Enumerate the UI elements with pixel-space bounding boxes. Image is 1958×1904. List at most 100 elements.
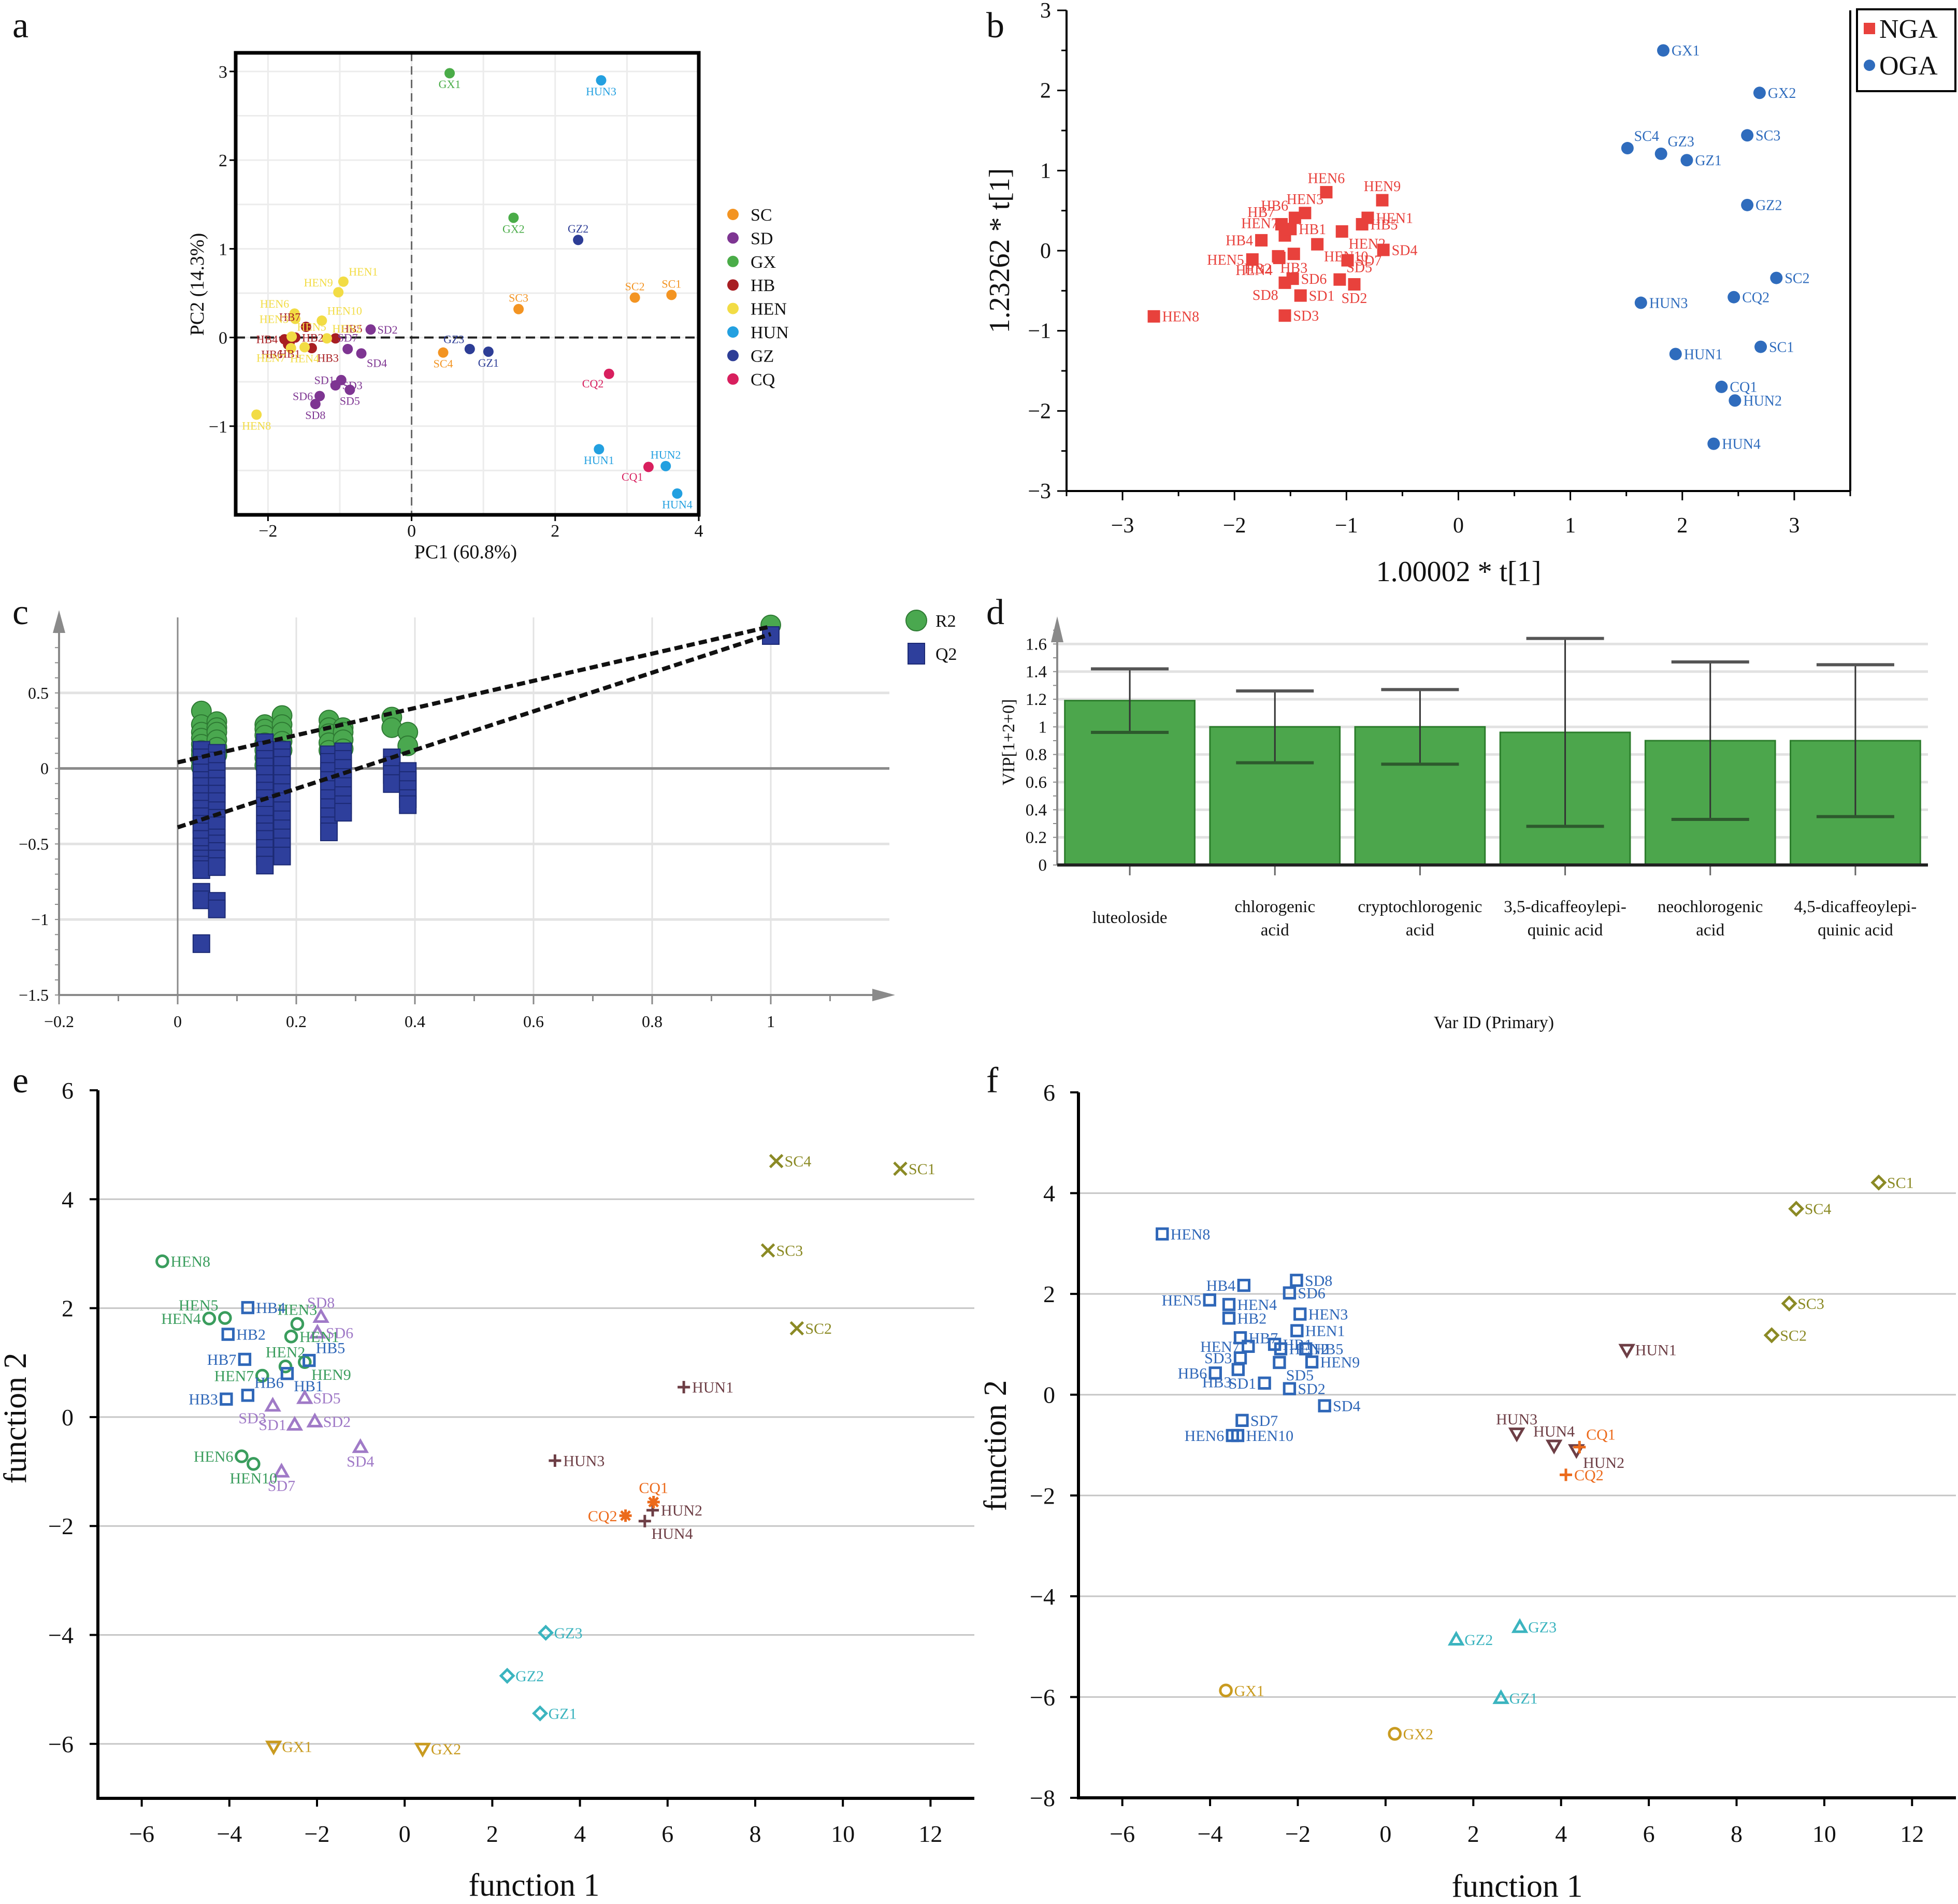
point-sd8 <box>1290 1274 1303 1287</box>
y-tick-label: 0.4 <box>1026 801 1047 819</box>
point-hen10 <box>1311 238 1324 251</box>
point-cq1 <box>1715 380 1728 393</box>
point-hun4 <box>672 488 683 499</box>
point-label-hen7: HEN7 <box>1200 1338 1240 1355</box>
legend-label-sc: SC <box>751 206 772 225</box>
point-hb1 <box>280 1367 294 1380</box>
x-tick-label: 1 <box>1565 514 1576 538</box>
point-label-hen3: HEN3 <box>260 312 289 325</box>
point-hen8 <box>251 409 262 420</box>
category-label: acid <box>1261 921 1289 940</box>
point-label-hen9: HEN9 <box>1364 179 1401 195</box>
point-hb3 <box>1287 248 1300 261</box>
point-sc1 <box>893 1161 908 1176</box>
point-hen3 <box>290 1317 305 1331</box>
point-hen10 <box>316 315 327 326</box>
x-tick-label: −2 <box>1285 1821 1311 1847</box>
y-tick-label: −1 <box>209 417 227 437</box>
point-label-hen1: HEN1 <box>1305 1323 1345 1340</box>
point-label-hun4: HUN4 <box>652 1525 693 1542</box>
point-label-gx2: GX2 <box>1768 85 1796 102</box>
point-label-hb1: HB1 <box>1283 1336 1313 1353</box>
point-hb5 <box>1356 218 1369 230</box>
point-gx2 <box>1388 1727 1402 1741</box>
point-hen5 <box>1246 253 1259 266</box>
point-hb4 <box>1255 234 1268 247</box>
panel-b-x-axis-title: 1.00002 * t[1] <box>1376 556 1542 588</box>
point-sc2 <box>1763 1327 1780 1344</box>
point-gz2 <box>1447 1631 1465 1646</box>
group-cq <box>1560 1440 1586 1481</box>
point-label-hun2: HUN2 <box>661 1502 702 1519</box>
point-label-hb6: HB6 <box>261 348 283 361</box>
point-hb7 <box>1275 218 1288 230</box>
legend-label-nga: NGA <box>1879 15 1938 44</box>
point-label-sd2: SD2 <box>323 1413 351 1431</box>
point-label-sd7: SD7 <box>338 331 358 344</box>
point-label-sc4: SC4 <box>434 357 453 370</box>
point-label-hen8: HEN8 <box>1171 1226 1211 1243</box>
point-label-sd1: SD1 <box>1229 1375 1256 1392</box>
point-cq2 <box>619 1509 632 1522</box>
legend-marker-cq <box>727 373 739 385</box>
point-sc1 <box>1754 340 1767 353</box>
plot-frame <box>234 51 701 517</box>
point-hb6 <box>241 1389 255 1402</box>
point-label-hb1: HB1 <box>1299 222 1326 238</box>
point-sd8 <box>312 1308 329 1323</box>
x-tick-label: 4 <box>574 1821 586 1847</box>
group-hb <box>220 1301 316 1406</box>
group-gz <box>464 235 584 357</box>
point-label-sd6: SD6 <box>1301 271 1327 287</box>
point-label-hen1: HEN1 <box>349 265 378 278</box>
point-label-hun1: HUN1 <box>584 454 614 467</box>
x-tick-label: 12 <box>918 1821 942 1847</box>
point-q2 <box>208 899 226 918</box>
point-label-hen4: HEN4 <box>1235 263 1273 279</box>
point-sd2 <box>1348 278 1361 291</box>
point-gz3 <box>538 1624 554 1641</box>
x-tick-label: 2 <box>486 1821 498 1847</box>
point-label-sc2: SC2 <box>625 280 645 293</box>
point-label-sc2: SC2 <box>805 1320 832 1337</box>
legend-label-hun: HUN <box>751 323 789 342</box>
point-sd2 <box>1283 1382 1297 1395</box>
point-sd5 <box>296 1389 313 1404</box>
point-sd7 <box>273 1463 290 1478</box>
legend-label-cq: CQ <box>751 370 775 390</box>
y-tick-label: −2 <box>48 1513 74 1539</box>
group-sc <box>760 1153 908 1336</box>
point-label-cq2: CQ2 <box>1742 290 1769 306</box>
panel-d-x-axis-title: Var ID (Primary) <box>1434 1013 1554 1032</box>
point-sd1 <box>1258 1376 1271 1390</box>
panel-a-pca-score-plot: SC1SC2SC3SC4SD1SD2SD3SD4SD5SD6SD7SD8GX1G… <box>209 51 789 541</box>
point-label-hb6: HB6 <box>254 1375 284 1392</box>
point-label-sc3: SC3 <box>776 1243 803 1260</box>
point-hen2 <box>1335 225 1348 238</box>
point-q2 <box>273 846 291 866</box>
point-sc4 <box>438 347 449 358</box>
y-tick-label: 1 <box>1040 159 1051 183</box>
x-tick-label: −3 <box>1111 514 1134 538</box>
legend-marker-oga <box>1864 60 1875 71</box>
point-sd4 <box>352 1438 369 1453</box>
point-hb6 <box>1208 1366 1222 1380</box>
point-label-hen6: HEN6 <box>1185 1427 1225 1445</box>
point-label-hen1: HEN1 <box>1376 210 1413 226</box>
x-tick-label: −4 <box>1198 1821 1223 1847</box>
point-label-gz2: GZ2 <box>1755 198 1782 214</box>
point-gz2 <box>1741 198 1754 211</box>
y-tick-label: 3 <box>1040 0 1051 23</box>
y-tick-label: −1 <box>1028 320 1051 343</box>
x-tick-label: 6 <box>661 1821 673 1847</box>
point-label-hun1: HUN1 <box>1635 1342 1677 1359</box>
group-sc <box>1763 1174 1887 1344</box>
point-label-hun3: HUN3 <box>1496 1411 1537 1428</box>
y-tick-label: −2 <box>1028 399 1051 423</box>
panel-label-f: f <box>986 1061 999 1101</box>
point-label-hb1: HB1 <box>294 1378 323 1395</box>
point-label-sd2: SD2 <box>378 323 398 336</box>
